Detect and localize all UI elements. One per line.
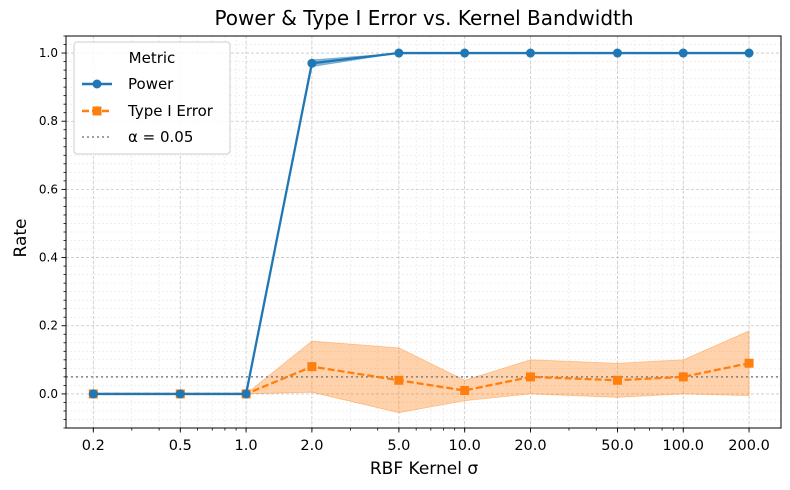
legend-entry-alpha: α = 0.05 (82, 128, 193, 146)
line-power (93, 51, 750, 396)
point-power (175, 389, 185, 399)
point-type-i-error (394, 375, 404, 385)
legend-title: Metric (129, 49, 176, 67)
y-tick-label: 0.8 (39, 114, 58, 128)
point-power (394, 48, 404, 58)
y-tick-label: 0.2 (39, 319, 58, 333)
x-tick-label: 10.0 (449, 438, 481, 454)
x-tick-label: 5.0 (387, 438, 410, 454)
legend-label-type-i-error: Type I Error (127, 102, 214, 120)
y-tick-label: 0.6 (39, 182, 58, 196)
point-type-i-error (525, 372, 535, 382)
grid (66, 35, 781, 429)
y-axis-label: Rate (11, 219, 31, 258)
legend-box (73, 41, 231, 155)
point-power (744, 48, 754, 58)
legend-entry-power: Power (82, 75, 174, 93)
x-tick-label: 0.2 (82, 438, 105, 454)
x-axis-label: RBF Kernel σ (370, 459, 478, 479)
x-tick-label: 2.0 (300, 438, 323, 454)
y-tick-label: 0.4 (39, 251, 58, 265)
y-tick-label: 1.0 (39, 46, 58, 60)
point-power (525, 48, 535, 58)
point-power (241, 389, 251, 399)
point-type-i-error (307, 362, 317, 372)
x-tick-label: 50.0 (601, 438, 633, 454)
point-type-i-error (678, 372, 688, 382)
point-power (678, 48, 688, 58)
y-tick-label: 0.0 (39, 387, 58, 401)
band-type-i-error (93, 330, 750, 414)
legend-marker-type-i-error (92, 106, 102, 116)
y-axis: 0.0 0.2 0.4 0.6 0.8 1.0 (39, 35, 66, 429)
point-power (307, 58, 317, 68)
legend-marker-power (92, 79, 102, 89)
x-tick-label: 200.0 (728, 438, 770, 454)
legend: Metric Power Type I Error α = 0.05 (73, 41, 231, 155)
chart-title: Power & Type I Error vs. Kernel Bandwidt… (214, 6, 633, 30)
point-type-i-error (460, 386, 470, 396)
legend-label-power: Power (128, 75, 174, 93)
x-tick-label: 20.0 (514, 438, 546, 454)
series-lines (88, 48, 754, 399)
legend-label-alpha: α = 0.05 (128, 128, 193, 146)
line-type-i-error (93, 362, 750, 396)
point-power (88, 389, 98, 399)
x-tick-label: 0.5 (169, 438, 192, 454)
legend-entry-type-i-error: Type I Error (82, 102, 214, 120)
x-tick-label: 100.0 (663, 438, 705, 454)
point-type-i-error (744, 358, 754, 368)
x-tick-label: 1.0 (235, 438, 258, 454)
point-power (612, 48, 622, 58)
point-type-i-error (612, 375, 622, 385)
point-power (460, 48, 470, 58)
x-axis: 0.2 0.5 1.0 2.0 5.0 10.0 20.0 50.0 100.0 200.0 (82, 428, 770, 454)
